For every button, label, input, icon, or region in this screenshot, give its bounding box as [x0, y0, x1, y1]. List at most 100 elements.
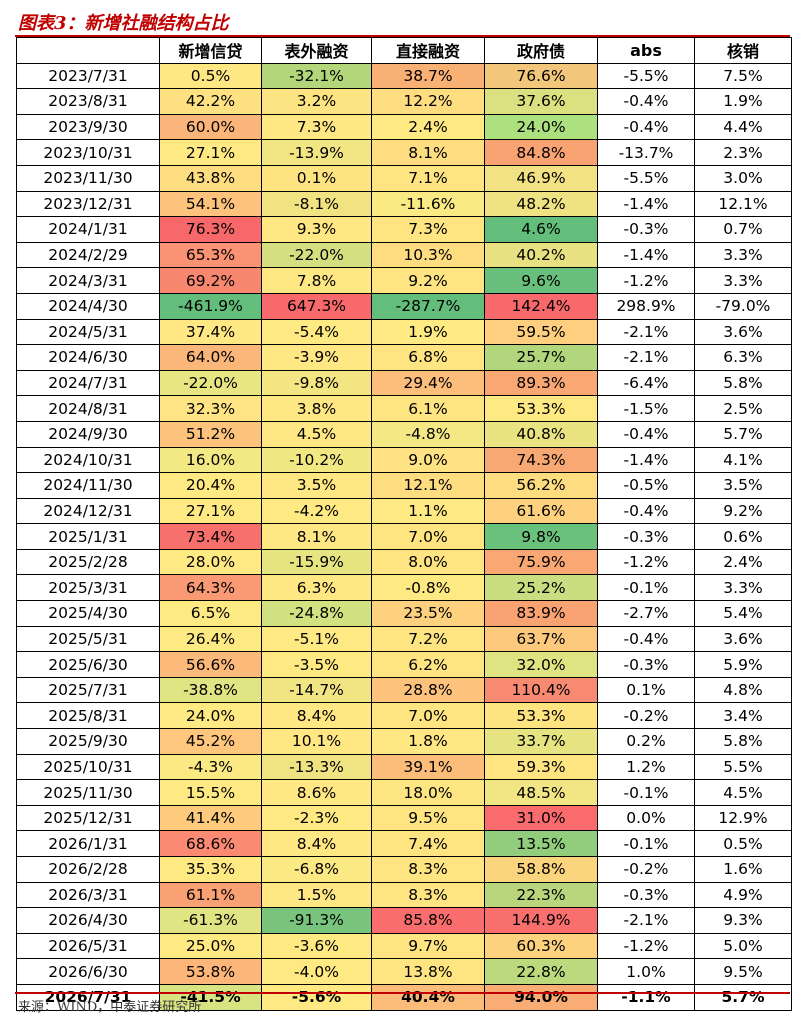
- cell-abs: -1.2%: [597, 548, 695, 576]
- table-row: 2025/6/30 56.6% -3.5% 6.2% 32.0% -0.3% 5.9%: [16, 651, 792, 678]
- cell-off-balance: 3.2%: [261, 88, 372, 115]
- cell-write-offs: 9.2%: [694, 497, 792, 525]
- table-row: 2026/6/30 53.8% -4.0% 13.8% 22.8% 1.0% 9.5%: [16, 958, 792, 985]
- cell-government-bonds: 84.8%: [484, 139, 598, 166]
- table-row: 2025/9/30 45.2% 10.1% 1.8% 33.7% 0.2% 5.8%: [16, 728, 792, 755]
- cell-off-balance: -8.1%: [261, 190, 372, 218]
- cell-direct-financing: 7.3%: [371, 216, 485, 243]
- cell-abs: -0.1%: [597, 779, 695, 806]
- table-row: 2025/10/31 -4.3% -13.3% 39.1% 59.3% 1.2% 5.5%: [16, 753, 792, 781]
- table-row: 2023/12/31 54.1% -8.1% -11.6% 48.2% -1.4% 12.1…: [16, 190, 792, 218]
- cell-new-loans: 26.4%: [159, 625, 262, 653]
- cell-off-balance: 8.4%: [261, 702, 372, 730]
- cell-new-loans: 61.1%: [159, 881, 262, 909]
- cell-date: 2025/10/31: [16, 753, 160, 781]
- header-abs: abs: [597, 37, 695, 64]
- cell-government-bonds: 53.3%: [484, 395, 598, 422]
- cell-government-bonds: 59.5%: [484, 318, 598, 346]
- cell-write-offs: 3.6%: [694, 318, 792, 346]
- cell-off-balance: 10.1%: [261, 728, 372, 755]
- cell-direct-financing: 8.1%: [371, 139, 485, 166]
- cell-date: 2024/1/31: [16, 216, 160, 243]
- cell-abs: -1.2%: [597, 932, 695, 960]
- cell-abs: 0.0%: [597, 804, 695, 832]
- table-row: 2024/11/30 20.4% 3.5% 12.1% 56.2% -0.5% 3.5%: [16, 472, 792, 499]
- cell-write-offs: 2.4%: [694, 548, 792, 576]
- cell-direct-financing: 13.8%: [371, 958, 485, 985]
- cell-new-loans: 16.0%: [159, 446, 262, 474]
- cell-date: 2026/4/30: [16, 907, 160, 934]
- table-row: 2024/8/31 32.3% 3.8% 6.1% 53.3% -1.5% 2.5%: [16, 395, 792, 422]
- cell-date: 2026/2/28: [16, 856, 160, 883]
- cell-date: 2024/5/31: [16, 318, 160, 346]
- cell-government-bonds: 75.9%: [484, 548, 598, 576]
- cell-abs: -2.1%: [597, 907, 695, 934]
- cell-direct-financing: 8.3%: [371, 856, 485, 883]
- cell-direct-financing: 7.0%: [371, 523, 485, 550]
- cell-direct-financing: 85.8%: [371, 907, 485, 934]
- cell-abs: -2.1%: [597, 318, 695, 346]
- cell-date: 2024/2/29: [16, 241, 160, 269]
- cell-date: 2024/8/31: [16, 395, 160, 422]
- cell-new-loans: 6.5%: [159, 600, 262, 627]
- cell-date: 2023/8/31: [16, 88, 160, 115]
- table-row: 2024/3/31 69.2% 7.8% 9.2% 9.6% -1.2% 3.3%: [16, 267, 792, 294]
- cell-direct-financing: 40.4%: [371, 983, 485, 1011]
- table-row: 2026/5/31 25.0% -3.6% 9.7% 60.3% -1.2% 5.0%: [16, 932, 792, 960]
- cell-government-bonds: 31.0%: [484, 804, 598, 832]
- financing-structure-table: 新增信贷 表外融资 直接融资 政府债 abs 核销 2023/7/31 0.5% -…: [16, 37, 792, 1011]
- cell-off-balance: -91.3%: [261, 907, 372, 934]
- cell-government-bonds: 40.8%: [484, 420, 598, 448]
- cell-government-bonds: 40.2%: [484, 241, 598, 269]
- cell-new-loans: 76.3%: [159, 216, 262, 243]
- cell-date: 2025/5/31: [16, 625, 160, 653]
- cell-date: 2023/10/31: [16, 139, 160, 166]
- cell-new-loans: 15.5%: [159, 779, 262, 806]
- cell-direct-financing: 1.8%: [371, 728, 485, 755]
- table-row: 2026/1/31 68.6% 8.4% 7.4% 13.5% -0.1% 0.5%: [16, 830, 792, 857]
- cell-abs: -1.1%: [597, 983, 695, 1011]
- table-row: 2023/10/31 27.1% -13.9% 8.1% 84.8% -13.7% 2.3%: [16, 139, 792, 166]
- cell-government-bonds: 61.6%: [484, 497, 598, 525]
- cell-off-balance: 1.5%: [261, 881, 372, 909]
- table-row: 2024/6/30 64.0% -3.9% 6.8% 25.7% -2.1% 6.3%: [16, 344, 792, 371]
- cell-government-bonds: 58.8%: [484, 856, 598, 883]
- cell-new-loans: 51.2%: [159, 420, 262, 448]
- table-row: 2024/7/31 -22.0% -9.8% 29.4% 89.3% -6.4% 5.8%: [16, 369, 792, 397]
- cell-write-offs: 5.8%: [694, 728, 792, 755]
- cell-government-bonds: 22.8%: [484, 958, 598, 985]
- table-row: 2026/4/30 -61.3% -91.3% 85.8% 144.9% -2.1% 9.3…: [16, 907, 792, 934]
- cell-date: 2024/12/31: [16, 497, 160, 525]
- cell-government-bonds: 144.9%: [484, 907, 598, 934]
- cell-write-offs: 3.3%: [694, 574, 792, 602]
- table-row: 2026/2/28 35.3% -6.8% 8.3% 58.8% -0.2% 1.6%: [16, 856, 792, 883]
- cell-new-loans: 45.2%: [159, 728, 262, 755]
- cell-government-bonds: 83.9%: [484, 600, 598, 627]
- cell-date: 2025/3/31: [16, 574, 160, 602]
- cell-government-bonds: 24.0%: [484, 113, 598, 141]
- cell-date: 2024/7/31: [16, 369, 160, 397]
- cell-write-offs: 1.9%: [694, 88, 792, 115]
- cell-write-offs: 3.3%: [694, 267, 792, 294]
- table-row: 2026/7/31 -41.5% -5.6% 40.4% 94.0% -1.1% 5.7%: [16, 983, 792, 1011]
- cell-government-bonds: 33.7%: [484, 728, 598, 755]
- cell-off-balance: -3.5%: [261, 651, 372, 678]
- cell-new-loans: 32.3%: [159, 395, 262, 422]
- table-row: 2025/1/31 73.4% 8.1% 7.0% 9.8% -0.3% 0.6%: [16, 523, 792, 550]
- cell-new-loans: 20.4%: [159, 472, 262, 499]
- cell-abs: -2.1%: [597, 344, 695, 371]
- cell-new-loans: 54.1%: [159, 190, 262, 218]
- header-direct-financing: 直接融资: [371, 37, 485, 64]
- cell-off-balance: -22.0%: [261, 241, 372, 269]
- cell-government-bonds: 22.3%: [484, 881, 598, 909]
- cell-write-offs: 3.5%: [694, 472, 792, 499]
- cell-write-offs: 4.9%: [694, 881, 792, 909]
- cell-date: 2026/1/31: [16, 830, 160, 857]
- cell-abs: -0.4%: [597, 497, 695, 525]
- footer-divider: [15, 992, 790, 994]
- cell-government-bonds: 37.6%: [484, 88, 598, 115]
- cell-direct-financing: 12.1%: [371, 472, 485, 499]
- cell-off-balance: -5.1%: [261, 625, 372, 653]
- cell-direct-financing: 2.4%: [371, 113, 485, 141]
- cell-government-bonds: 32.0%: [484, 651, 598, 678]
